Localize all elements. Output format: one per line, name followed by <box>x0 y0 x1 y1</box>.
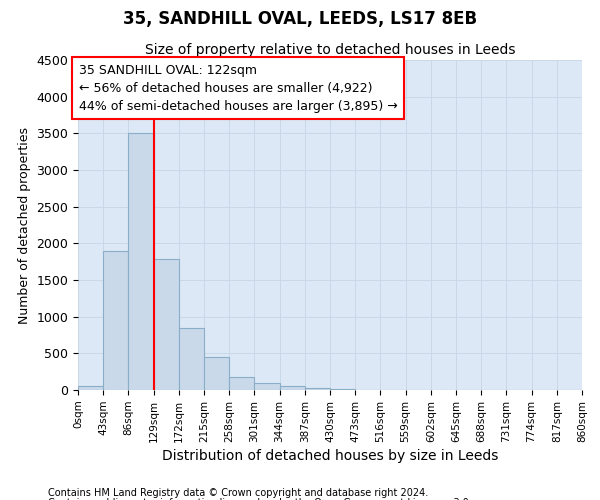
Text: 35, SANDHILL OVAL, LEEDS, LS17 8EB: 35, SANDHILL OVAL, LEEDS, LS17 8EB <box>123 10 477 28</box>
Bar <box>103 250 128 390</box>
Bar <box>154 260 179 390</box>
Bar <box>280 386 305 390</box>
Bar <box>78 386 103 390</box>
Bar <box>254 384 280 390</box>
Text: Contains public sector information licensed under the Open Government Licence v3: Contains public sector information licen… <box>48 498 472 500</box>
Bar <box>330 389 355 390</box>
Bar <box>128 134 154 390</box>
Text: 35 SANDHILL OVAL: 122sqm
← 56% of detached houses are smaller (4,922)
44% of sem: 35 SANDHILL OVAL: 122sqm ← 56% of detach… <box>79 64 397 112</box>
X-axis label: Distribution of detached houses by size in Leeds: Distribution of detached houses by size … <box>162 449 498 463</box>
Text: Contains HM Land Registry data © Crown copyright and database right 2024.: Contains HM Land Registry data © Crown c… <box>48 488 428 498</box>
Title: Size of property relative to detached houses in Leeds: Size of property relative to detached ho… <box>145 44 515 58</box>
Bar <box>305 388 330 390</box>
Bar <box>179 328 204 390</box>
Bar <box>229 377 254 390</box>
Y-axis label: Number of detached properties: Number of detached properties <box>18 126 31 324</box>
Bar <box>204 357 229 390</box>
